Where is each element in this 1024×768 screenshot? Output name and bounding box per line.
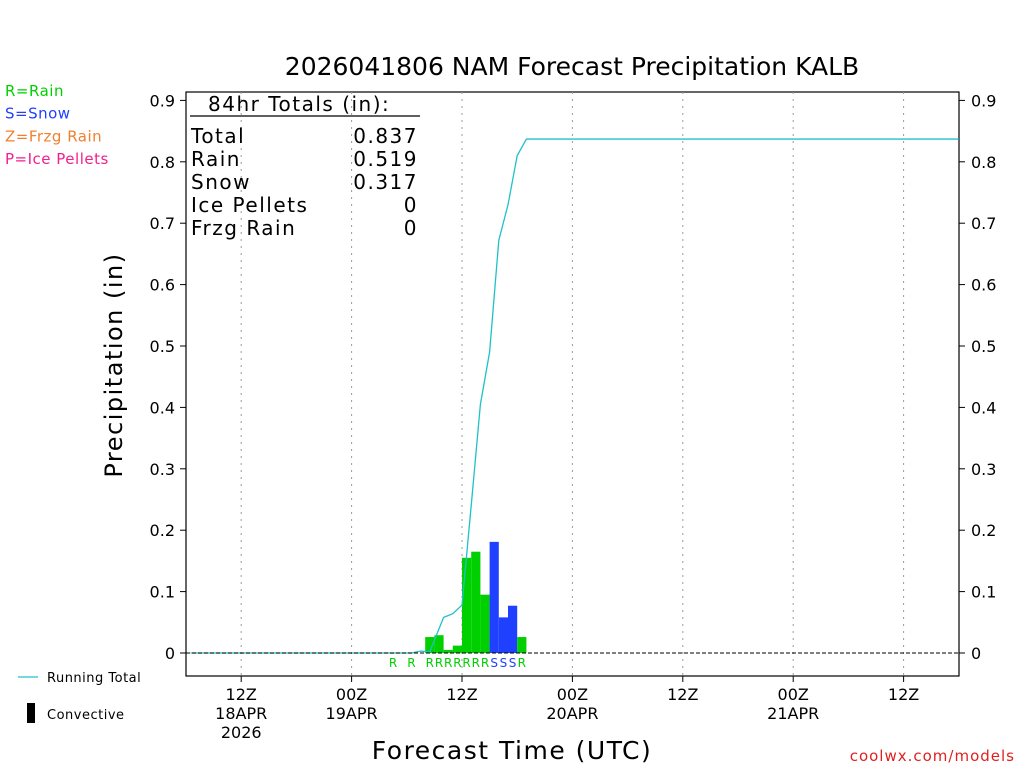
precip-bars — [425, 541, 527, 653]
totals-row-label: Frzg Rain — [191, 216, 296, 240]
x-tick-year: 2026 — [221, 723, 262, 742]
ptype-legend: R=Rain S=Snow Z=Frzg Rain P=Ice Pellets — [5, 82, 109, 168]
y-tick-label-right: 0.3 — [971, 460, 996, 479]
totals-row-label: Rain — [191, 147, 241, 171]
precip-bar — [462, 557, 472, 653]
y-tick-label-right: 0.2 — [971, 521, 996, 540]
precip-bar — [517, 637, 527, 653]
ptype-letter: S — [509, 656, 517, 670]
x-tick-label: 12Z — [667, 685, 698, 704]
y-tick-label-right: 0 — [971, 644, 981, 663]
totals-row-label: Ice Pellets — [191, 193, 308, 217]
y-tick-label-right: 0.5 — [971, 337, 996, 356]
precip-bar — [508, 605, 518, 653]
running-total-line — [190, 138, 959, 654]
ptype-letter: R — [435, 656, 443, 670]
y-tick-label-left: 0.8 — [150, 153, 175, 172]
ptype-legend-item: S=Snow — [5, 105, 71, 123]
x-tick-date: 18APR — [215, 704, 267, 723]
x-tick-label: 00Z — [557, 685, 588, 704]
totals-box: 84hr Totals (in): Total 0.837 Rain 0.519 Sno… — [190, 92, 420, 240]
ptype-letter: R — [481, 656, 489, 670]
ptype-letter: R — [426, 656, 434, 670]
x-tick-label: 12Z — [446, 685, 477, 704]
y-tick-label-left: 0.2 — [150, 521, 175, 540]
totals-row-value: 0 — [404, 216, 418, 240]
precip-bar — [471, 551, 481, 653]
totals-row-value: 0.837 — [353, 124, 418, 148]
totals-row-value: 0 — [404, 193, 418, 217]
precip-bar — [498, 617, 508, 653]
totals-header: 84hr Totals (in): — [208, 92, 390, 116]
running-total-line-group — [190, 138, 959, 654]
y-tick-label-left: 0.9 — [150, 91, 175, 110]
precip-bar — [452, 645, 462, 653]
totals-row-value: 0.317 — [353, 170, 418, 194]
x-axis-label: Forecast Time (UTC) — [372, 736, 652, 765]
ptype-legend-item: P=Ice Pellets — [5, 150, 109, 168]
y-tick-label-right: 0.7 — [971, 214, 996, 233]
ptype-letter: R — [444, 656, 452, 670]
ptype-letter: R — [518, 656, 526, 670]
x-tick-date: 20APR — [546, 704, 598, 723]
convective-legend-swatch — [27, 703, 35, 723]
y-tick-label-left: 0.5 — [150, 337, 175, 356]
y-tick-label-left: 0.7 — [150, 214, 175, 233]
credit-text: coolwx.com/models — [850, 747, 1015, 765]
x-tick-label: 00Z — [336, 685, 367, 704]
ptype-letter: R — [389, 656, 397, 670]
precip-bar — [480, 594, 490, 653]
y-tick-label-right: 0.4 — [971, 398, 996, 417]
ptype-letter: R — [453, 656, 461, 670]
convective-legend-label: Convective — [47, 708, 125, 723]
x-tick-label: 00Z — [778, 685, 809, 704]
ptype-legend-item: R=Rain — [5, 82, 64, 100]
x-tick-date: 21APR — [767, 704, 819, 723]
running-total-legend-label: Running Total — [47, 671, 141, 686]
ptype-letter: S — [490, 656, 498, 670]
y-tick-label-right: 0.9 — [971, 91, 996, 110]
ptype-letter: R — [462, 656, 470, 670]
y-tick-label-right: 0.6 — [971, 276, 996, 295]
precip-bar — [489, 541, 499, 653]
y-tick-label-left: 0.6 — [150, 276, 175, 295]
ptype-letter: S — [500, 656, 508, 670]
ptype-legend-item: Z=Frzg Rain — [5, 127, 102, 145]
ptype-letter: R — [407, 656, 415, 670]
precip-bar — [434, 635, 444, 653]
totals-row-value: 0.519 — [353, 147, 418, 171]
x-tick-date: 19APR — [326, 704, 378, 723]
x-tick-label: 12Z — [226, 685, 257, 704]
precip-bar — [425, 637, 435, 653]
x-tick-label: 12Z — [888, 685, 919, 704]
vertical-gridlines — [240, 92, 905, 676]
totals-row-label: Total — [190, 124, 245, 148]
y-tick-label-right: 0.8 — [971, 153, 996, 172]
y-tick-label-left: 0.3 — [150, 460, 175, 479]
chart-title: 2026041806 NAM Forecast Precipitation KA… — [285, 52, 859, 81]
ptype-letter: R — [472, 656, 480, 670]
y-axis-ticks: 0 00.1 0.10.2 0.20.3 0.30.4 0.40.5 0.50.6 0.60.… — [150, 91, 997, 663]
y-axis-label: Precipitation (in) — [100, 252, 128, 477]
y-tick-label-left: 0 — [165, 644, 175, 663]
plot-frame — [185, 91, 960, 677]
y-tick-label-right: 0.1 — [971, 583, 996, 602]
y-tick-label-left: 0.4 — [150, 398, 175, 417]
precip-bar — [443, 649, 453, 653]
y-tick-label-left: 0.1 — [150, 583, 175, 602]
totals-row-label: Snow — [191, 170, 251, 194]
